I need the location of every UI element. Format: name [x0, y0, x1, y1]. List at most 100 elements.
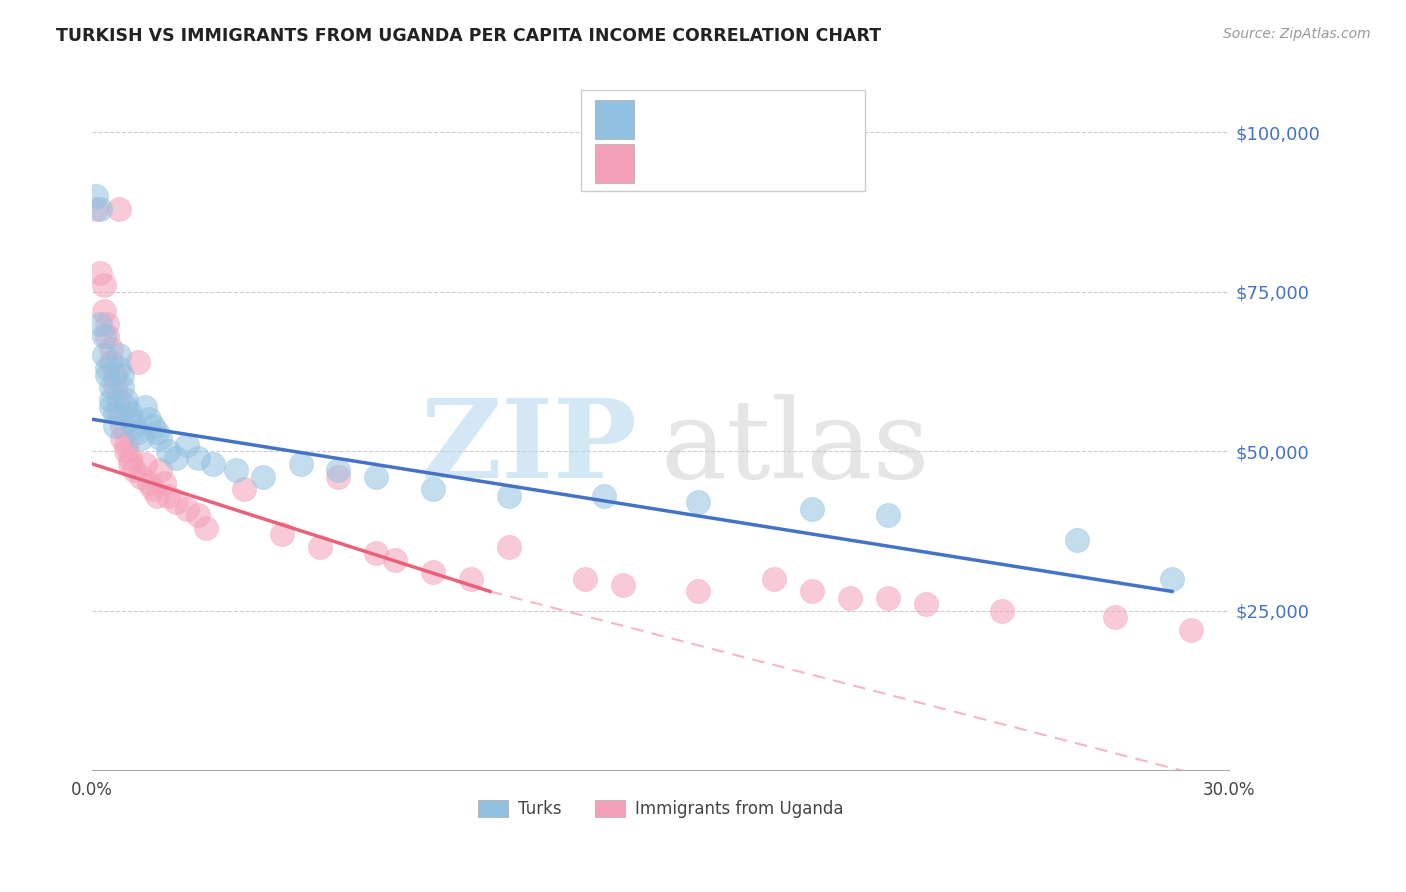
Point	[232, 483, 254, 497]
Point	[153, 476, 176, 491]
Point	[876, 591, 898, 605]
Point	[111, 418, 134, 433]
Point	[498, 489, 520, 503]
Point	[104, 380, 127, 394]
Text: TURKISH VS IMMIGRANTS FROM UGANDA PER CAPITA INCOME CORRELATION CHART: TURKISH VS IMMIGRANTS FROM UGANDA PER CA…	[56, 27, 882, 45]
Point	[96, 368, 118, 382]
Point	[156, 489, 179, 503]
Point	[111, 431, 134, 445]
Point	[100, 393, 122, 408]
Point	[366, 469, 388, 483]
Point	[115, 444, 138, 458]
Point	[1161, 572, 1184, 586]
Text: N =: N =	[761, 110, 808, 128]
Point	[138, 412, 160, 426]
Point	[914, 597, 936, 611]
Point	[120, 450, 142, 465]
Point	[96, 329, 118, 343]
Point	[134, 400, 156, 414]
Point	[107, 361, 129, 376]
Point	[100, 380, 122, 394]
Point	[127, 425, 149, 439]
Point	[165, 495, 187, 509]
Point	[115, 438, 138, 452]
Point	[592, 489, 614, 503]
FancyBboxPatch shape	[581, 89, 865, 191]
FancyBboxPatch shape	[595, 100, 634, 138]
Point	[574, 572, 596, 586]
Point	[187, 450, 209, 465]
Point	[93, 329, 115, 343]
Point	[93, 349, 115, 363]
Point	[1066, 533, 1088, 548]
Point	[366, 546, 388, 560]
Point	[688, 495, 710, 509]
Point	[498, 540, 520, 554]
Point	[104, 406, 127, 420]
Point	[89, 266, 111, 280]
Point	[176, 501, 198, 516]
Point	[120, 457, 142, 471]
Point	[122, 418, 145, 433]
Point	[120, 412, 142, 426]
Point	[127, 355, 149, 369]
Point	[1104, 610, 1126, 624]
Point	[839, 591, 862, 605]
Point	[763, 572, 786, 586]
Point	[122, 463, 145, 477]
Point	[328, 463, 350, 477]
Point	[115, 393, 138, 408]
Point	[107, 406, 129, 420]
Point	[93, 303, 115, 318]
Legend: Turks, Immigrants from Uganda: Turks, Immigrants from Uganda	[471, 793, 849, 825]
Text: Source: ZipAtlas.com: Source: ZipAtlas.com	[1223, 27, 1371, 41]
Point	[1180, 623, 1202, 637]
Point	[801, 584, 824, 599]
Point	[115, 400, 138, 414]
Point	[145, 489, 167, 503]
Point	[142, 483, 165, 497]
Point	[100, 355, 122, 369]
Point	[142, 418, 165, 433]
Point	[990, 603, 1012, 617]
Point	[270, 527, 292, 541]
Point	[84, 202, 107, 216]
Point	[176, 438, 198, 452]
Text: 53: 53	[803, 154, 825, 172]
Point	[156, 444, 179, 458]
Point	[131, 431, 153, 445]
Point	[120, 406, 142, 420]
Point	[134, 457, 156, 471]
Text: R =: R =	[647, 110, 683, 128]
Point	[89, 202, 111, 216]
Point	[131, 469, 153, 483]
Point	[187, 508, 209, 522]
Point	[290, 457, 312, 471]
Point	[422, 566, 444, 580]
Point	[104, 368, 127, 382]
Point	[801, 501, 824, 516]
Point	[460, 572, 482, 586]
Text: N =: N =	[761, 154, 808, 172]
Point	[107, 349, 129, 363]
FancyBboxPatch shape	[595, 145, 634, 183]
Point	[96, 361, 118, 376]
Point	[149, 463, 172, 477]
Point	[104, 418, 127, 433]
Text: R =: R =	[647, 154, 683, 172]
Point	[252, 469, 274, 483]
Point	[194, 521, 217, 535]
Text: -0.301: -0.301	[678, 154, 737, 172]
Text: 46: 46	[803, 110, 825, 128]
Point	[107, 393, 129, 408]
Point	[202, 457, 225, 471]
Point	[308, 540, 330, 554]
Point	[876, 508, 898, 522]
Point	[96, 317, 118, 331]
Point	[89, 317, 111, 331]
Point	[328, 469, 350, 483]
Text: ZIP: ZIP	[420, 393, 638, 500]
Point	[149, 431, 172, 445]
Text: atlas: atlas	[661, 393, 931, 500]
Point	[111, 368, 134, 382]
